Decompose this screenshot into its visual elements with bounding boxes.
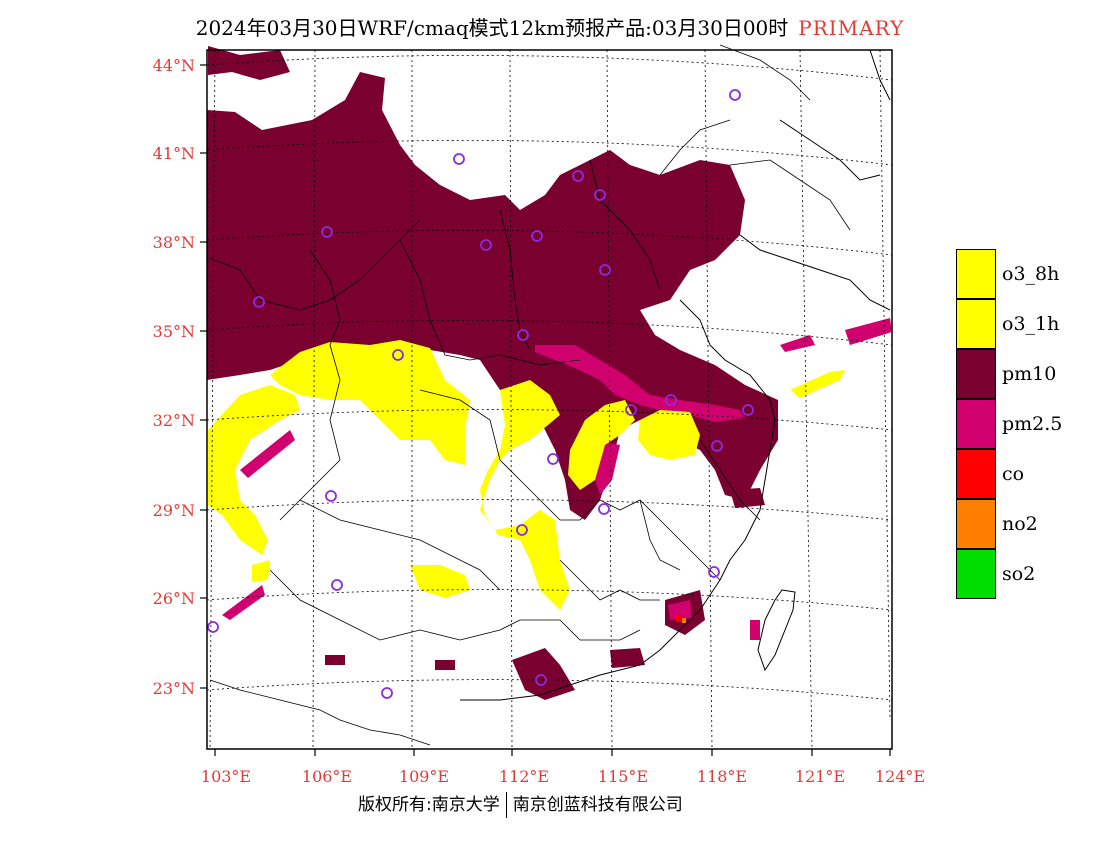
lon-label-109: 109°E [399, 767, 449, 786]
coastline [460, 49, 891, 701]
graticule [206, 49, 893, 751]
legend-item-pm10: pm10 [956, 349, 1076, 399]
footer-copyright: 版权所有:南京大学 [358, 795, 500, 815]
map-frame [206, 49, 893, 750]
lat-label-23: 23°N [153, 679, 195, 698]
lat-label-26: 26°N [153, 589, 195, 608]
lon-label-112: 112°E [499, 767, 549, 786]
footer-separator [505, 792, 507, 818]
legend-label: so2 [1002, 563, 1036, 585]
footer-company: 南京创蓝科技有限公司 [512, 795, 683, 815]
legend-label: pm2.5 [1002, 413, 1063, 435]
legend-swatch [956, 299, 996, 349]
lon-labels: 103°E 106°E 109°E 112°E 115°E 118°E 121°… [201, 767, 925, 786]
legend-item-o3-1h: o3_1h [956, 299, 1076, 349]
map-title: 2024年03月30日WRF/cmaq模式12km预报产品:03月30日00时 P… [0, 12, 1100, 41]
legend-item-co: co [956, 449, 1076, 499]
legend-swatch [956, 399, 996, 449]
lon-label-115: 115°E [598, 767, 648, 786]
legend-swatch [956, 249, 996, 299]
legend-item-no2: no2 [956, 499, 1076, 549]
lon-label-124: 124°E [875, 767, 925, 786]
legend-swatch [956, 549, 996, 599]
legend-label: o3_8h [1002, 263, 1060, 285]
legend-label: no2 [1002, 513, 1038, 535]
lat-labels: 44°N 41°N 38°N 35°N 32°N 29°N 26°N 23°N [153, 56, 195, 698]
legend-item-so2: so2 [956, 549, 1076, 599]
footer: 版权所有:南京大学 南京创蓝科技有限公司 [358, 790, 683, 818]
lat-label-44: 44°N [153, 56, 195, 75]
lon-label-121: 121°E [795, 767, 845, 786]
legend-label: o3_1h [1002, 313, 1060, 335]
legend-swatch [956, 499, 996, 549]
station-markers [207, 89, 754, 699]
o3-field [208, 340, 845, 610]
lon-label-106: 106°E [302, 767, 352, 786]
legend-item-pm2-5: pm2.5 [956, 399, 1076, 449]
taiwan-island [757, 589, 796, 672]
legend-swatch [956, 349, 996, 399]
lon-label-103: 103°E [201, 767, 251, 786]
co-field [676, 616, 682, 622]
lat-label-35: 35°N [153, 322, 195, 341]
tick-marks [200, 64, 891, 756]
legend-label: pm10 [1002, 363, 1057, 385]
lon-label-118: 118°E [697, 767, 747, 786]
legend-label: co [1002, 463, 1025, 485]
lat-label-38: 38°N [153, 233, 195, 252]
title-tag: PRIMARY [798, 16, 905, 40]
title-main: 2024年03月30日WRF/cmaq模式12km预报产品:03月30日00时 [195, 16, 789, 40]
legend-swatch [956, 449, 996, 499]
lat-label-41: 41°N [153, 144, 195, 163]
lat-label-29: 29°N [153, 501, 195, 520]
pm25-field [222, 318, 892, 640]
legend-item-o3-8h: o3_8h [956, 249, 1076, 299]
legend: o3_8h o3_1h pm10 pm2.5 co no2 so2 [956, 249, 1076, 599]
province-boundaries [209, 44, 851, 746]
no2-field [682, 618, 686, 623]
lat-label-32: 32°N [153, 411, 195, 430]
